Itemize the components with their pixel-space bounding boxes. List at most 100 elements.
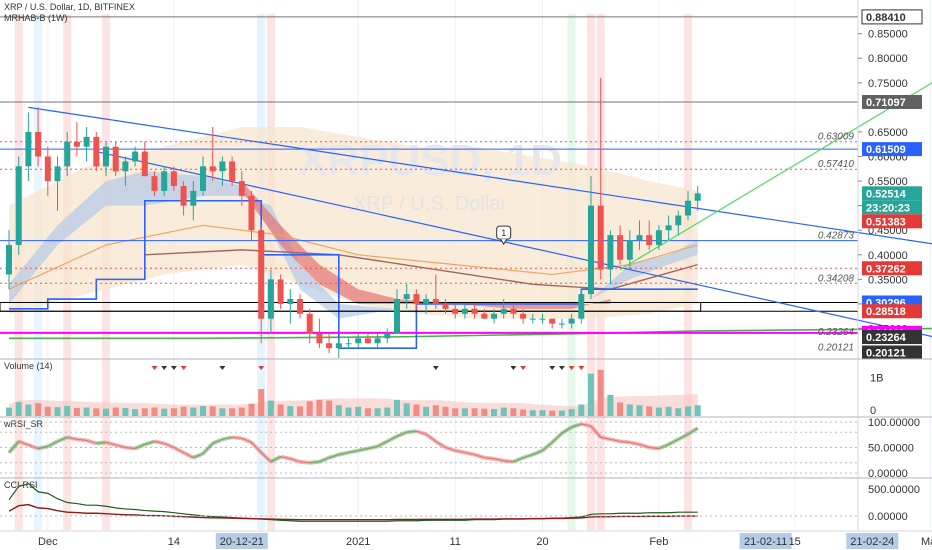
fib-label: 0.63009 bbox=[818, 132, 855, 143]
volume-bar bbox=[93, 408, 100, 416]
candle-body bbox=[655, 230, 662, 245]
volume-bar bbox=[675, 408, 682, 416]
candle bbox=[326, 333, 333, 354]
price-tag-label: 0.28518 bbox=[866, 306, 906, 318]
volume-bar bbox=[219, 408, 226, 416]
candle-body bbox=[491, 313, 497, 319]
price-tag-bg bbox=[862, 261, 922, 276]
volume-bar bbox=[558, 410, 565, 416]
volume-bar bbox=[103, 408, 109, 416]
signal-triangle bbox=[558, 366, 565, 370]
price-tag-bg bbox=[862, 142, 922, 157]
rsi-segment bbox=[250, 441, 263, 454]
rsi-tick-label: 100.00000 bbox=[868, 417, 920, 429]
rsi-segment bbox=[299, 459, 310, 465]
rsi-tick-label: 0.00000 bbox=[868, 468, 908, 480]
volume-bar bbox=[510, 408, 517, 416]
candle bbox=[345, 338, 352, 349]
rsi-segment bbox=[444, 445, 456, 453]
rsi-segment bbox=[658, 442, 670, 451]
price-tag: 0.28518 bbox=[862, 304, 922, 319]
indicator-label: MRHAB-B (1W) bbox=[4, 13, 68, 23]
candle-body bbox=[335, 343, 342, 349]
rsi-segment bbox=[37, 444, 49, 451]
candle-body bbox=[258, 230, 265, 319]
rsi-segment bbox=[280, 454, 291, 461]
price-tag-label: 0.52514 bbox=[866, 188, 907, 200]
candle bbox=[25, 112, 32, 182]
volume-bar bbox=[655, 407, 662, 416]
price-tick-label: 0.85000 bbox=[868, 29, 908, 41]
candle-body bbox=[442, 303, 449, 309]
candle-body bbox=[665, 225, 672, 231]
candle bbox=[452, 303, 459, 319]
candle-body bbox=[112, 146, 119, 172]
candle bbox=[6, 230, 12, 290]
signal-triangle bbox=[520, 366, 527, 370]
red-ribbon bbox=[241, 181, 611, 309]
candle bbox=[510, 303, 517, 319]
candle bbox=[636, 220, 643, 250]
rsi-segment bbox=[348, 448, 359, 455]
time-tick-label: 21-02-24 bbox=[850, 536, 894, 548]
candle-body bbox=[394, 299, 400, 334]
candle bbox=[161, 166, 168, 196]
candle bbox=[675, 210, 682, 236]
trend-line bbox=[96, 151, 932, 338]
candle bbox=[35, 107, 42, 167]
candle-body bbox=[529, 318, 536, 320]
candle-body bbox=[694, 193, 701, 201]
rsi-segment bbox=[154, 439, 165, 446]
volume-bar bbox=[520, 409, 527, 416]
candle bbox=[219, 156, 226, 186]
volume-bar bbox=[636, 405, 643, 416]
candle bbox=[617, 225, 624, 265]
rsi-segment bbox=[27, 443, 39, 451]
candle-body bbox=[297, 299, 303, 314]
rsi-segment bbox=[221, 435, 233, 442]
cci-line bbox=[8, 483, 698, 522]
candle-body bbox=[685, 200, 691, 216]
time-tick-label: Mar bbox=[921, 536, 932, 548]
rsi-segment bbox=[56, 435, 68, 444]
rsi-segment bbox=[46, 439, 59, 449]
fib-label: 0.34208 bbox=[818, 273, 855, 284]
volume-bar bbox=[258, 389, 265, 416]
volume-bar bbox=[238, 407, 245, 416]
rsi-segment bbox=[105, 440, 117, 447]
price-tag: 0.23264 bbox=[862, 330, 922, 345]
candle-body bbox=[539, 318, 546, 320]
volume-bar bbox=[471, 408, 478, 416]
rsi-segment bbox=[484, 455, 495, 461]
candle bbox=[481, 308, 488, 319]
callout-marker[interactable]: 1 bbox=[496, 225, 512, 246]
price-tag-label: 0.71097 bbox=[866, 97, 906, 109]
candle-body bbox=[558, 323, 565, 325]
candle-body bbox=[83, 136, 90, 147]
candle-body bbox=[617, 235, 624, 260]
candle-body bbox=[345, 343, 352, 345]
rsi-segment bbox=[580, 422, 592, 429]
ma-green bbox=[9, 327, 932, 340]
candle-body bbox=[626, 240, 633, 260]
candle bbox=[151, 171, 158, 196]
price-tag-label: 0.51383 bbox=[866, 216, 906, 228]
candle-body bbox=[54, 166, 61, 182]
price-tag: 0.51383 bbox=[862, 214, 922, 229]
volume-bar bbox=[452, 408, 459, 416]
rsi-segment bbox=[638, 442, 650, 450]
candle-body bbox=[597, 205, 604, 270]
watermark-symbol: XRPUSD, 1D bbox=[298, 136, 562, 185]
price-tag-bg bbox=[862, 94, 922, 109]
candle bbox=[413, 289, 420, 309]
signal-triangle bbox=[161, 366, 168, 370]
candle bbox=[190, 181, 197, 221]
volume-bar bbox=[694, 405, 701, 416]
time-tick-label: 20-12-21 bbox=[220, 536, 264, 548]
volume-bar bbox=[461, 408, 468, 416]
rsi-segment bbox=[66, 435, 78, 442]
callout-tail bbox=[500, 238, 508, 246]
candle bbox=[403, 284, 410, 309]
candle bbox=[103, 141, 109, 177]
